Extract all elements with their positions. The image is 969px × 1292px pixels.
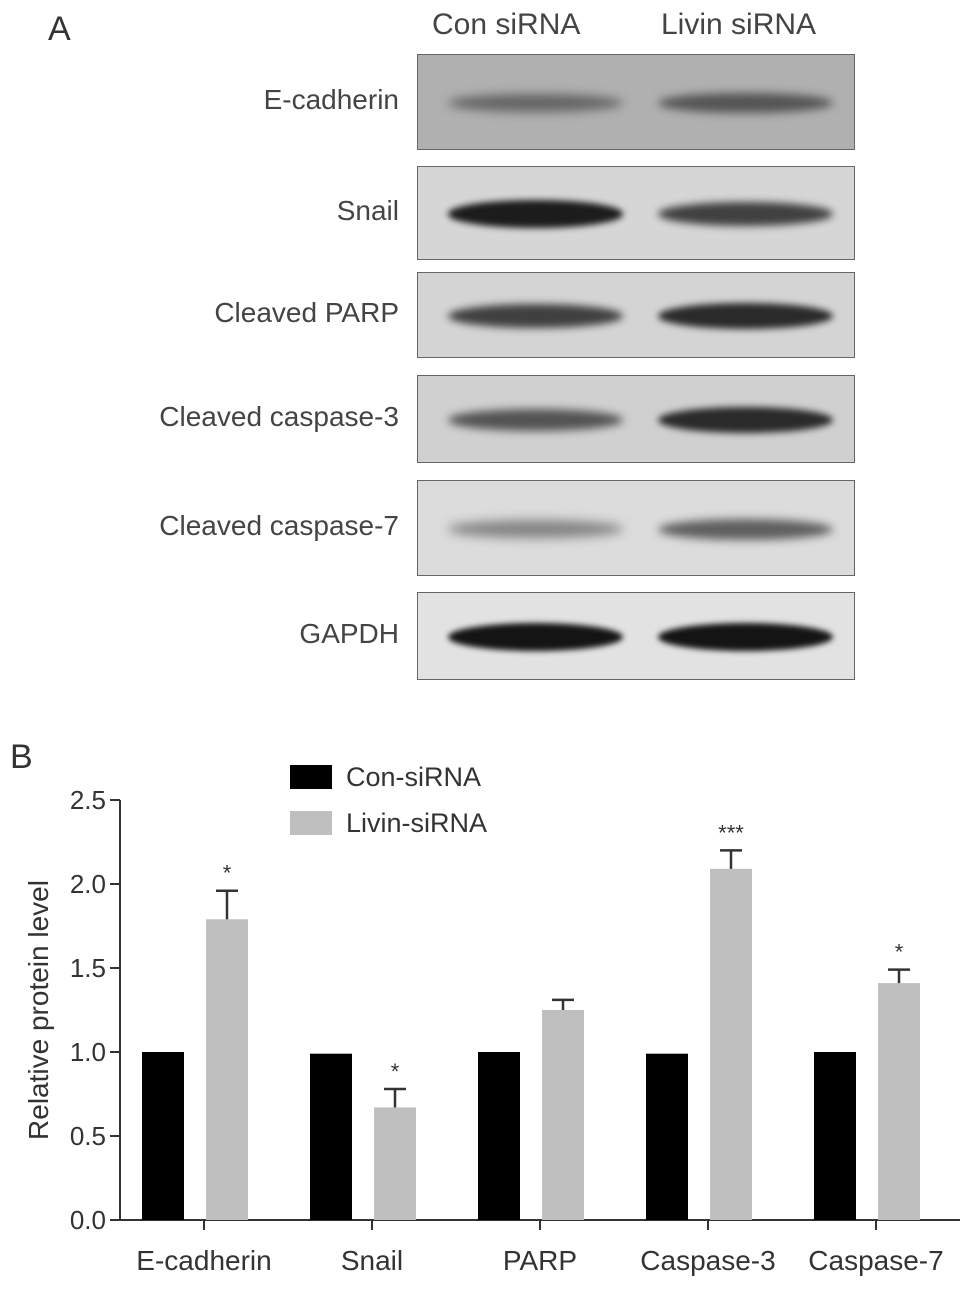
blot-label: GAPDH bbox=[299, 618, 399, 649]
bar bbox=[814, 1052, 856, 1220]
blot-label: Cleaved PARP bbox=[214, 297, 399, 328]
blot-row: Snail bbox=[0, 166, 969, 260]
x-tick-label: PARP bbox=[503, 1245, 577, 1276]
blot-label: Cleaved caspase-7 bbox=[159, 510, 399, 541]
significance-marker: * bbox=[895, 940, 904, 965]
y-axis-label: Relative protein level bbox=[23, 880, 54, 1140]
blot-label: Snail bbox=[336, 195, 399, 226]
x-tick-label: E-cadherin bbox=[136, 1245, 271, 1276]
x-tick-label: Snail bbox=[341, 1245, 403, 1276]
y-tick-label: 0.0 bbox=[70, 1205, 106, 1235]
panel-a-letter: A bbox=[48, 10, 71, 48]
protein-band bbox=[448, 304, 623, 328]
lane-label-con-sirna: Con siRNA bbox=[432, 8, 581, 41]
legend-label: Con-siRNA bbox=[346, 762, 481, 792]
bar-chart: 0.0 0.5 1.0 1.5 2.0 2.5 Relative protein level… bbox=[23, 762, 960, 1276]
legend-label: Livin-siRNA bbox=[346, 808, 487, 838]
bar bbox=[542, 1010, 584, 1220]
protein-band bbox=[658, 303, 833, 329]
blot-image bbox=[417, 54, 855, 150]
x-tick-label: Caspase-7 bbox=[808, 1245, 943, 1276]
blot-label: E-cadherin bbox=[263, 84, 399, 115]
protein-band bbox=[448, 409, 623, 431]
blot-row: Cleaved caspase-7 bbox=[0, 480, 969, 576]
blot-image bbox=[417, 592, 855, 680]
blot-row: Cleaved PARP bbox=[0, 272, 969, 358]
y-tick-label: 1.0 bbox=[70, 1037, 106, 1067]
protein-band bbox=[448, 520, 623, 538]
legend-swatch bbox=[290, 811, 332, 835]
bar bbox=[710, 868, 752, 1220]
y-tick-label: 0.5 bbox=[70, 1121, 106, 1151]
blot-image bbox=[417, 272, 855, 358]
bar bbox=[646, 1053, 688, 1220]
y-tick-label: 1.5 bbox=[70, 953, 106, 983]
protein-band bbox=[448, 623, 623, 651]
blot-row: Cleaved caspase-3 bbox=[0, 375, 969, 463]
protein-band bbox=[658, 623, 833, 651]
significance-marker: * bbox=[223, 861, 232, 886]
bar bbox=[374, 1107, 416, 1220]
protein-band bbox=[658, 202, 833, 226]
bar bbox=[206, 919, 248, 1220]
protein-band bbox=[658, 518, 833, 540]
blot-row: E-cadherin bbox=[0, 54, 969, 150]
bar bbox=[878, 983, 920, 1220]
protein-band bbox=[658, 92, 833, 114]
significance-marker: * bbox=[391, 1059, 400, 1084]
protein-band bbox=[448, 93, 623, 113]
blot-row: GAPDH bbox=[0, 592, 969, 680]
legend-swatch bbox=[290, 765, 332, 789]
lane-label-livin-sirna: Livin siRNA bbox=[661, 8, 817, 41]
x-tick-label: Caspase-3 bbox=[640, 1245, 775, 1276]
bar bbox=[310, 1053, 352, 1220]
panel-b-letter: B bbox=[10, 738, 33, 776]
bar bbox=[142, 1052, 184, 1220]
blot-image bbox=[417, 480, 855, 576]
blot-image bbox=[417, 166, 855, 260]
bar bbox=[478, 1052, 520, 1220]
protein-band bbox=[658, 407, 833, 433]
y-tick-label: 2.5 bbox=[70, 785, 106, 815]
significance-marker: *** bbox=[718, 820, 744, 845]
y-tick-label: 2.0 bbox=[70, 869, 106, 899]
protein-band bbox=[448, 200, 623, 228]
blot-label: Cleaved caspase-3 bbox=[159, 401, 399, 432]
blot-image bbox=[417, 375, 855, 463]
